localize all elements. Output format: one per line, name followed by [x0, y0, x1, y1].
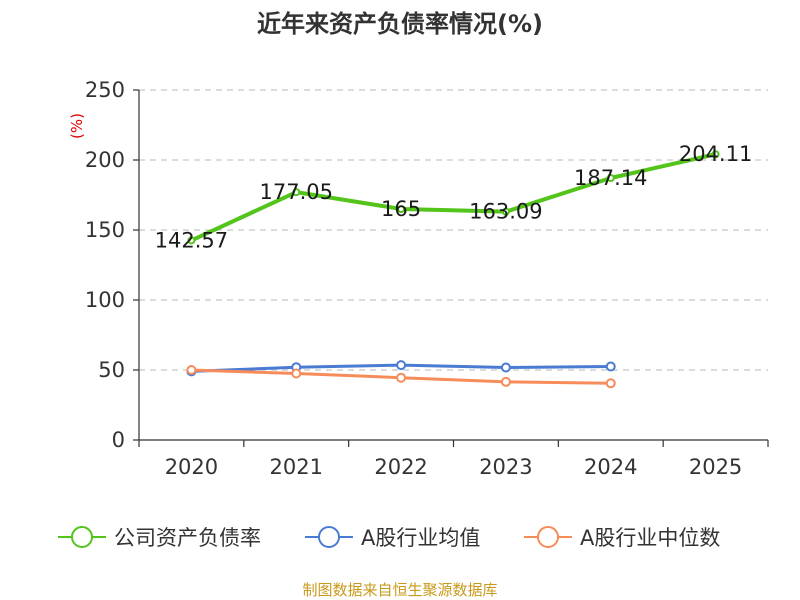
data-point	[186, 365, 197, 375]
axes: 0 50 100 150 200 250 2020 2021 2022 2023 2024 2025	[85, 78, 769, 479]
y-tick-label: 250	[85, 78, 125, 102]
data-label: 142.57	[155, 228, 228, 252]
data-labels: 142.57 177.05 165 163.09 187.14 204.11	[155, 142, 753, 252]
legend-item-2[interactable]: A股行业中位数	[524, 526, 720, 550]
series-0	[187, 150, 720, 245]
legend-marker	[318, 526, 340, 548]
legend-label: 公司资产负债率	[114, 526, 261, 550]
series-2	[186, 365, 616, 389]
x-tick-label: 2024	[584, 455, 637, 479]
y-axis-label: (%)	[68, 113, 86, 139]
data-point	[396, 360, 407, 371]
data-label: 204.11	[679, 142, 752, 166]
y-tick-label: 200	[85, 148, 125, 172]
data-point	[396, 372, 407, 383]
data-point	[711, 150, 720, 159]
data-point	[292, 188, 301, 197]
data-point	[605, 361, 616, 372]
legend-marker	[71, 526, 93, 548]
data-point	[606, 174, 615, 183]
chart-title: 近年来资产负债率情况(%)	[257, 10, 543, 38]
data-label: 177.05	[260, 180, 333, 204]
data-label: 187.14	[574, 166, 647, 190]
series-line	[189, 152, 718, 243]
data-point	[500, 362, 511, 373]
x-tick-label: 2022	[374, 455, 427, 479]
x-tick-label: 2023	[479, 455, 532, 479]
data-point	[187, 236, 196, 245]
series-group	[186, 150, 720, 389]
data-point	[501, 207, 510, 216]
y-tick-label: 50	[98, 358, 125, 382]
legend-label: A股行业中位数	[580, 526, 720, 550]
x-tick-label: 2021	[270, 455, 323, 479]
y-tick-label: 0	[112, 428, 125, 452]
data-label: 165	[381, 197, 421, 221]
footer-source: 制图数据来自恒生聚源数据库	[302, 581, 497, 599]
legend-item-0[interactable]: 公司资产负债率	[58, 526, 261, 550]
legend-item-1[interactable]: A股行业均值	[305, 526, 480, 550]
data-point	[291, 368, 302, 379]
legend[interactable]: 公司资产负债率 A股行业均值 A股行业中位数	[58, 526, 720, 550]
data-label: 163.09	[469, 200, 542, 224]
legend-marker	[537, 526, 559, 548]
data-point	[500, 376, 511, 387]
data-point	[397, 205, 406, 213]
data-point	[605, 378, 616, 389]
x-tick-label: 2025	[689, 455, 742, 479]
y-tick-label: 100	[85, 288, 125, 312]
x-tick-label: 2020	[165, 455, 218, 479]
legend-label: A股行业均值	[361, 526, 480, 550]
y-tick-label: 150	[85, 218, 125, 242]
grid	[139, 89, 768, 371]
